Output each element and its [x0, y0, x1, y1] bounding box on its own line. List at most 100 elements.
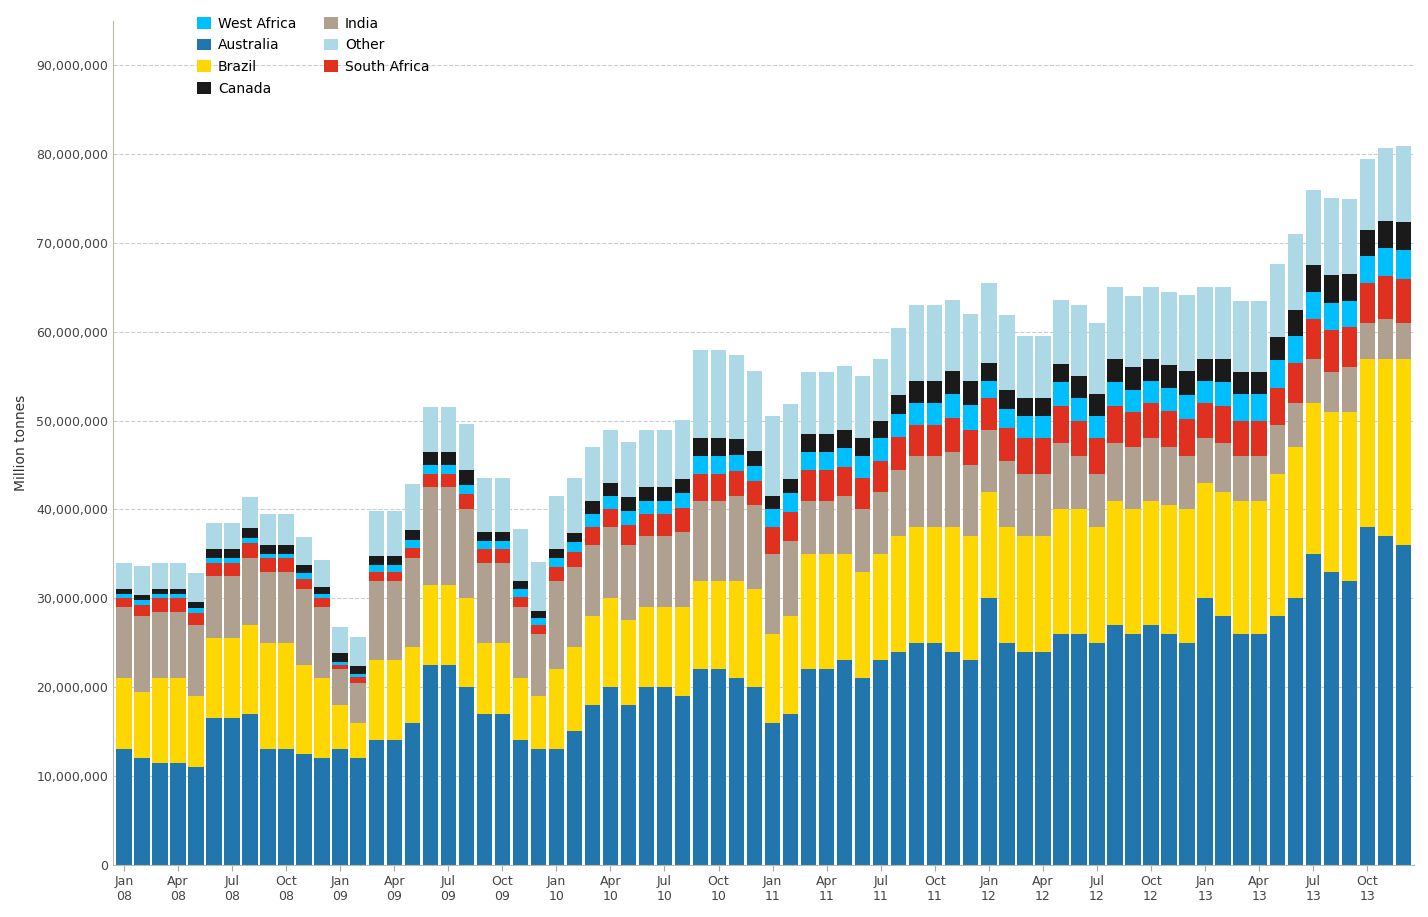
- Bar: [297, 754, 311, 865]
- Bar: [927, 381, 942, 403]
- Bar: [1017, 337, 1032, 399]
- Bar: [531, 618, 545, 624]
- Bar: [728, 439, 744, 456]
- Bar: [1359, 527, 1375, 865]
- Bar: [134, 605, 150, 616]
- Bar: [981, 283, 997, 363]
- Bar: [278, 514, 294, 545]
- Bar: [188, 696, 204, 767]
- Bar: [1090, 643, 1105, 865]
- Bar: [1144, 403, 1158, 438]
- Bar: [260, 554, 276, 558]
- Bar: [134, 595, 150, 600]
- Bar: [531, 611, 545, 618]
- Bar: [855, 438, 870, 456]
- Bar: [1071, 305, 1087, 376]
- Bar: [981, 598, 997, 865]
- Bar: [1107, 624, 1122, 865]
- Bar: [603, 527, 618, 598]
- Bar: [1017, 416, 1032, 438]
- Bar: [910, 425, 924, 456]
- Bar: [404, 530, 420, 540]
- Bar: [494, 549, 510, 563]
- Bar: [962, 404, 978, 429]
- Bar: [1161, 365, 1177, 388]
- Bar: [657, 514, 673, 536]
- Bar: [1378, 359, 1392, 536]
- Bar: [1215, 382, 1231, 405]
- Bar: [1090, 474, 1105, 527]
- Bar: [1000, 460, 1014, 527]
- Bar: [1090, 527, 1105, 643]
- Bar: [1305, 359, 1321, 403]
- Bar: [494, 643, 510, 713]
- Bar: [206, 549, 221, 558]
- Bar: [278, 558, 294, 571]
- Bar: [153, 590, 167, 594]
- Bar: [1341, 412, 1357, 580]
- Bar: [837, 366, 853, 429]
- Bar: [1395, 147, 1411, 222]
- Bar: [1180, 510, 1195, 643]
- Bar: [1251, 301, 1267, 371]
- Bar: [837, 467, 853, 496]
- Bar: [260, 571, 276, 643]
- Bar: [224, 558, 240, 563]
- Bar: [1305, 190, 1321, 265]
- Bar: [170, 590, 186, 594]
- Bar: [153, 763, 167, 865]
- Bar: [820, 669, 834, 865]
- Bar: [711, 438, 727, 456]
- Bar: [1054, 300, 1068, 364]
- Bar: [368, 740, 384, 865]
- Bar: [333, 626, 348, 653]
- Bar: [567, 478, 583, 533]
- Bar: [765, 510, 780, 527]
- Bar: [548, 558, 564, 568]
- Bar: [1324, 330, 1339, 371]
- Bar: [783, 616, 798, 713]
- Bar: [494, 713, 510, 865]
- Bar: [1125, 447, 1141, 510]
- Bar: [675, 480, 690, 493]
- Bar: [333, 665, 348, 669]
- Bar: [134, 691, 150, 758]
- Bar: [693, 580, 708, 669]
- Bar: [116, 590, 131, 594]
- Bar: [820, 470, 834, 501]
- Bar: [873, 438, 888, 460]
- Bar: [1017, 652, 1032, 865]
- Bar: [621, 621, 635, 705]
- Bar: [513, 589, 528, 597]
- Bar: [801, 470, 817, 501]
- Bar: [1035, 474, 1051, 536]
- Bar: [1305, 265, 1321, 292]
- Bar: [1125, 634, 1141, 865]
- Bar: [1378, 221, 1392, 249]
- Bar: [962, 465, 978, 536]
- Bar: [423, 474, 438, 487]
- Bar: [513, 529, 528, 580]
- Bar: [711, 349, 727, 438]
- Bar: [458, 484, 474, 494]
- Bar: [855, 679, 870, 865]
- Bar: [1395, 222, 1411, 250]
- Bar: [116, 607, 131, 679]
- Bar: [350, 723, 366, 758]
- Bar: [153, 563, 167, 590]
- Bar: [747, 481, 763, 505]
- Bar: [873, 492, 888, 554]
- Bar: [603, 598, 618, 687]
- Bar: [981, 381, 997, 399]
- Bar: [458, 598, 474, 687]
- Bar: [962, 660, 978, 865]
- Bar: [297, 573, 311, 579]
- Bar: [1161, 447, 1177, 505]
- Bar: [1305, 292, 1321, 318]
- Bar: [278, 571, 294, 643]
- Bar: [945, 452, 961, 527]
- Bar: [1071, 421, 1087, 456]
- Bar: [1107, 382, 1122, 405]
- Bar: [170, 679, 186, 763]
- Bar: [711, 669, 727, 865]
